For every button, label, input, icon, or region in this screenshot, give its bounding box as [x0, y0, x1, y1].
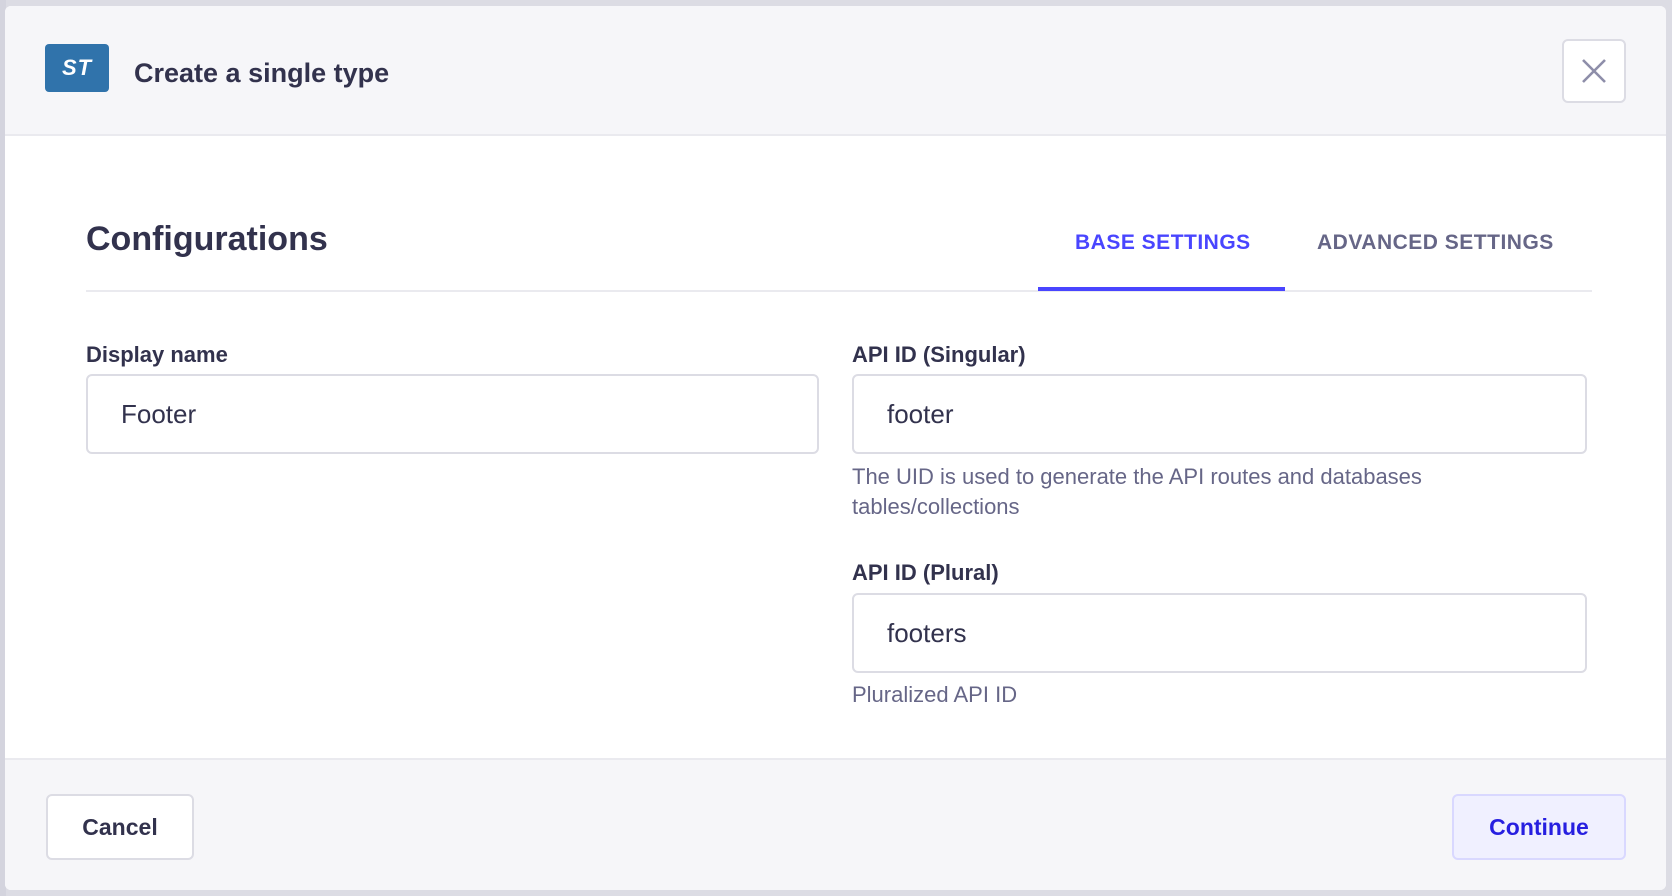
close-icon [1582, 59, 1606, 83]
modal-header: ST Create a single type [5, 6, 1666, 136]
backdrop [0, 0, 6, 896]
close-button[interactable] [1562, 39, 1626, 103]
modal-title: Create a single type [134, 58, 390, 88]
active-tab-indicator [1038, 287, 1285, 291]
api-id-singular-input[interactable]: footer [852, 374, 1587, 454]
api-id-plural-input[interactable]: footers [852, 593, 1587, 673]
api-id-singular-label: API ID (Singular) [852, 342, 1026, 367]
section-title: Configurations [86, 220, 328, 258]
create-single-type-modal: ST Create a single type Configurations B… [5, 6, 1666, 890]
api-id-singular-hint: The UID is used to generate the API rout… [852, 464, 1422, 519]
cancel-button[interactable]: Cancel [46, 794, 194, 860]
continue-button[interactable]: Continue [1452, 794, 1626, 860]
tab-base-settings[interactable]: BASE SETTINGS [1075, 231, 1251, 254]
tabs-divider [86, 290, 1592, 292]
single-type-badge: ST [45, 44, 109, 92]
api-id-plural-label: API ID (Plural) [852, 560, 999, 585]
api-id-plural-hint: Pluralized API ID [852, 682, 1018, 707]
display-name-input[interactable]: Footer [86, 374, 819, 454]
tab-advanced-settings[interactable]: ADVANCED SETTINGS [1317, 231, 1554, 254]
modal-footer: Cancel Continue [5, 758, 1666, 890]
display-name-label: Display name [86, 342, 228, 367]
